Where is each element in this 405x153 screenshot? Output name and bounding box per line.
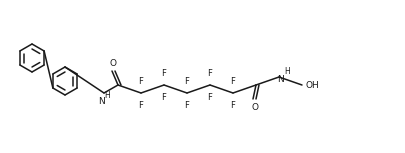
Text: F: F	[230, 76, 235, 86]
Text: F: F	[161, 69, 166, 78]
Text: OH: OH	[305, 80, 318, 90]
Text: N: N	[277, 75, 284, 84]
Text: F: F	[207, 69, 212, 78]
Text: F: F	[230, 101, 235, 110]
Text: F: F	[138, 76, 143, 86]
Text: F: F	[184, 76, 189, 86]
Text: F: F	[161, 93, 166, 101]
Text: F: F	[184, 101, 189, 110]
Text: N: N	[98, 97, 105, 106]
Text: O: O	[109, 58, 116, 67]
Text: O: O	[251, 103, 258, 112]
Text: H: H	[104, 91, 110, 101]
Text: H: H	[284, 67, 289, 75]
Text: F: F	[138, 101, 143, 110]
Text: F: F	[207, 93, 212, 101]
